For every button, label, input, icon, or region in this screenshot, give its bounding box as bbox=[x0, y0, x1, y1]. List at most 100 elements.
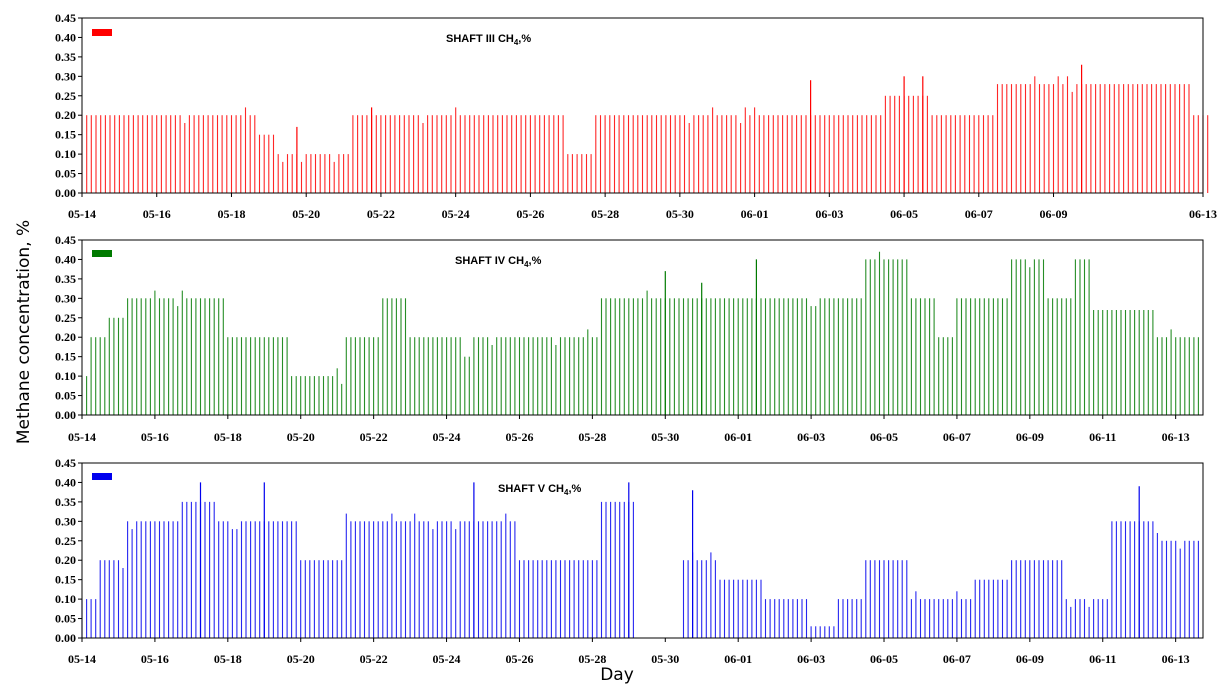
panel-title: SHAFT V CH4,% bbox=[498, 483, 582, 497]
x-tick-label: 05-30 bbox=[666, 207, 694, 221]
y-tick-label: 0.25 bbox=[55, 311, 76, 325]
x-tick-label: 05-22 bbox=[360, 430, 388, 444]
x-tick-label: 05-18 bbox=[214, 430, 242, 444]
y-tick-label: 0.35 bbox=[55, 495, 76, 509]
y-tick-label: 0.30 bbox=[55, 291, 76, 305]
x-tick-label: 05-14 bbox=[68, 207, 96, 221]
x-tick-label: 05-24 bbox=[442, 207, 470, 221]
y-tick-label: 0.40 bbox=[55, 475, 76, 489]
x-tick-label: 06-09 bbox=[1016, 652, 1044, 666]
y-tick-label: 0.40 bbox=[55, 30, 76, 44]
x-tick-label: 05-20 bbox=[292, 207, 320, 221]
y-tick-label: 0.05 bbox=[55, 167, 76, 181]
x-tick-label: 05-14 bbox=[68, 430, 96, 444]
bar-series bbox=[81, 482, 1199, 638]
y-tick-label: 0.00 bbox=[55, 408, 76, 422]
chart-panel-1: 0.00 0.05 0.10 0.15 0.20 0.25 0.30 0.35 0.40 0.45… bbox=[55, 11, 1217, 221]
x-tick-label: 05-22 bbox=[367, 207, 395, 221]
y-tick-label: 0.15 bbox=[55, 350, 76, 364]
title-unit: ,% bbox=[568, 483, 581, 495]
x-tick-label: 06-03 bbox=[797, 430, 825, 444]
chart-panel-3: 0.00 0.05 0.10 0.15 0.20 0.25 0.30 0.35 0.40 0.45… bbox=[55, 456, 1204, 666]
y-tick-label: 0.35 bbox=[55, 50, 76, 64]
panel-title: SHAFT IV CH4,% bbox=[455, 255, 542, 269]
y-tick-label: 0.10 bbox=[55, 592, 76, 606]
y-tick-label: 0.15 bbox=[55, 573, 76, 587]
y-tick-label: 0.20 bbox=[55, 108, 76, 122]
x-tick-label: 05-22 bbox=[360, 652, 388, 666]
x-tick-label: 05-24 bbox=[433, 652, 461, 666]
x-tick-label: 06-09 bbox=[1040, 207, 1068, 221]
y-tick-label: 0.05 bbox=[55, 389, 76, 403]
title-main: SHAFT IV CH bbox=[455, 255, 524, 267]
x-tick-label: 06-09 bbox=[1016, 430, 1044, 444]
title-subscript: 4 bbox=[514, 38, 519, 47]
x-tick-label: 05-20 bbox=[287, 652, 315, 666]
x-tick-label: 06-11 bbox=[1089, 430, 1116, 444]
x-tick-label: 05-26 bbox=[516, 207, 544, 221]
x-tick-label: 05-26 bbox=[505, 652, 533, 666]
x-axis-label: Day bbox=[600, 665, 634, 685]
legend-swatch bbox=[92, 473, 112, 480]
y-tick-label: 0.25 bbox=[55, 534, 76, 548]
x-tick-label: 05-24 bbox=[433, 430, 461, 444]
bar-series bbox=[81, 251, 1199, 415]
plot-border bbox=[81, 17, 1204, 194]
x-tick-label: 06-07 bbox=[943, 652, 971, 666]
title-unit: ,% bbox=[518, 33, 531, 45]
chart-panel-2: 0.00 0.05 0.10 0.15 0.20 0.25 0.30 0.35 0.40 0.45… bbox=[55, 233, 1204, 444]
x-tick-label: 05-16 bbox=[141, 652, 169, 666]
x-tick-label: 06-07 bbox=[943, 430, 971, 444]
x-tick-label: 06-13 bbox=[1162, 652, 1190, 666]
x-tick-label: 05-28 bbox=[578, 430, 606, 444]
title-main: SHAFT III CH bbox=[446, 33, 514, 45]
y-tick-label: 0.45 bbox=[55, 233, 76, 247]
title-main: SHAFT V CH bbox=[498, 483, 564, 495]
x-tick-label: 05-28 bbox=[591, 207, 619, 221]
plot-border bbox=[81, 462, 1204, 639]
y-tick-label: 0.30 bbox=[55, 514, 76, 528]
chart-panels: 0.00 0.05 0.10 0.15 0.20 0.25 0.30 0.35 0.40 0.45… bbox=[55, 11, 1217, 666]
x-tick-label: 05-16 bbox=[143, 207, 171, 221]
y-axis-label: Methane concentration, % bbox=[14, 220, 34, 444]
x-tick-label: 06-07 bbox=[965, 207, 993, 221]
x-tick-label: 05-20 bbox=[287, 430, 315, 444]
x-tick-label: 05-28 bbox=[578, 652, 606, 666]
y-tick-label: 0.45 bbox=[55, 11, 76, 25]
x-tick-label: 06-05 bbox=[890, 207, 918, 221]
x-tick-label: 06-03 bbox=[797, 652, 825, 666]
x-tick-label: 05-26 bbox=[505, 430, 533, 444]
y-tick-label: 0.10 bbox=[55, 147, 76, 161]
y-tick-label: 0.45 bbox=[55, 456, 76, 470]
x-tick-label: 05-14 bbox=[68, 652, 96, 666]
x-tick-label: 05-30 bbox=[651, 430, 679, 444]
y-tick-label: 0.20 bbox=[55, 330, 76, 344]
x-tick-label: 05-18 bbox=[217, 207, 245, 221]
x-tick-label: 05-16 bbox=[141, 430, 169, 444]
y-tick-label: 0.30 bbox=[55, 69, 76, 83]
plot-border bbox=[81, 239, 1204, 416]
y-tick-label: 0.00 bbox=[55, 186, 76, 200]
y-tick-label: 0.20 bbox=[55, 553, 76, 567]
y-tick-label: 0.40 bbox=[55, 252, 76, 266]
x-tick-label: 06-01 bbox=[724, 430, 752, 444]
y-tick-label: 0.10 bbox=[55, 369, 76, 383]
x-tick-label: 06-11 bbox=[1089, 652, 1116, 666]
x-tick-label: 06-13 bbox=[1189, 207, 1217, 221]
title-subscript: 4 bbox=[524, 260, 529, 269]
y-tick-label: 0.25 bbox=[55, 89, 76, 103]
x-tick-label: 06-13 bbox=[1162, 430, 1190, 444]
y-tick-label: 0.15 bbox=[55, 128, 76, 142]
bar-series bbox=[81, 64, 1209, 193]
x-tick-label: 05-18 bbox=[214, 652, 242, 666]
y-tick-label: 0.35 bbox=[55, 272, 76, 286]
x-tick-label: 06-03 bbox=[815, 207, 843, 221]
x-tick-label: 06-05 bbox=[870, 430, 898, 444]
legend-swatch bbox=[92, 29, 112, 36]
panel-title: SHAFT III CH4,% bbox=[446, 33, 531, 47]
x-tick-label: 06-01 bbox=[724, 652, 752, 666]
x-tick-label: 05-30 bbox=[651, 652, 679, 666]
legend-swatch bbox=[92, 250, 112, 257]
title-unit: ,% bbox=[529, 255, 542, 267]
